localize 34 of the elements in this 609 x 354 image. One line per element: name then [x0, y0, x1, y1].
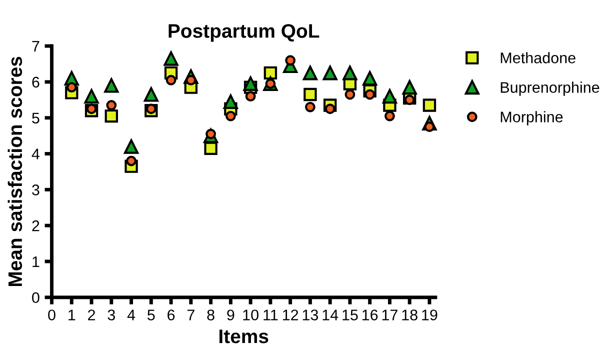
y-tick-label: 3: [32, 184, 40, 196]
x-tick-label: 17: [382, 310, 398, 320]
x-tick-label: 3: [108, 310, 115, 320]
x-tick-label: 15: [342, 310, 358, 320]
chart-title: Postpartum QoL: [168, 24, 320, 42]
x-tick-label: 0: [48, 310, 56, 320]
x-tick-label: 16: [362, 310, 378, 320]
x-tick-label: 14: [322, 310, 338, 320]
y-axis-title: Mean satisfaction scores: [8, 56, 22, 286]
x-tick-label: 12: [282, 310, 298, 320]
x-tick-label: 18: [402, 310, 418, 320]
x-tick-label: 9: [227, 310, 234, 320]
legend-label: Buprenorphine: [500, 82, 600, 96]
legend-label: Methadone: [500, 52, 576, 64]
y-tick-label: 0: [32, 292, 40, 304]
x-tick-label: 13: [302, 310, 318, 320]
x-tick-label: 2: [88, 310, 96, 320]
x-tick-label: 1: [68, 310, 76, 320]
x-tick-label: 8: [207, 310, 214, 320]
x-tick-label: 6: [168, 310, 175, 320]
y-tick-label: 5: [32, 112, 40, 124]
x-tick-label: 7: [187, 310, 194, 320]
x-tick-label: 11: [264, 310, 278, 320]
y-tick-label: 1: [32, 256, 40, 267]
x-tick-label: 19: [422, 310, 438, 320]
x-tick-label: 5: [148, 310, 155, 320]
y-tick-label: 6: [32, 76, 40, 88]
x-axis-title: Items: [220, 330, 268, 344]
x-tick-label: 10: [243, 310, 258, 320]
y-tick-label: 4: [32, 148, 40, 160]
y-tick-label: 2: [32, 220, 40, 232]
y-tick-label: 7: [32, 41, 40, 52]
legend-label: Morphine: [500, 111, 563, 126]
x-tick-label: 4: [127, 310, 136, 320]
